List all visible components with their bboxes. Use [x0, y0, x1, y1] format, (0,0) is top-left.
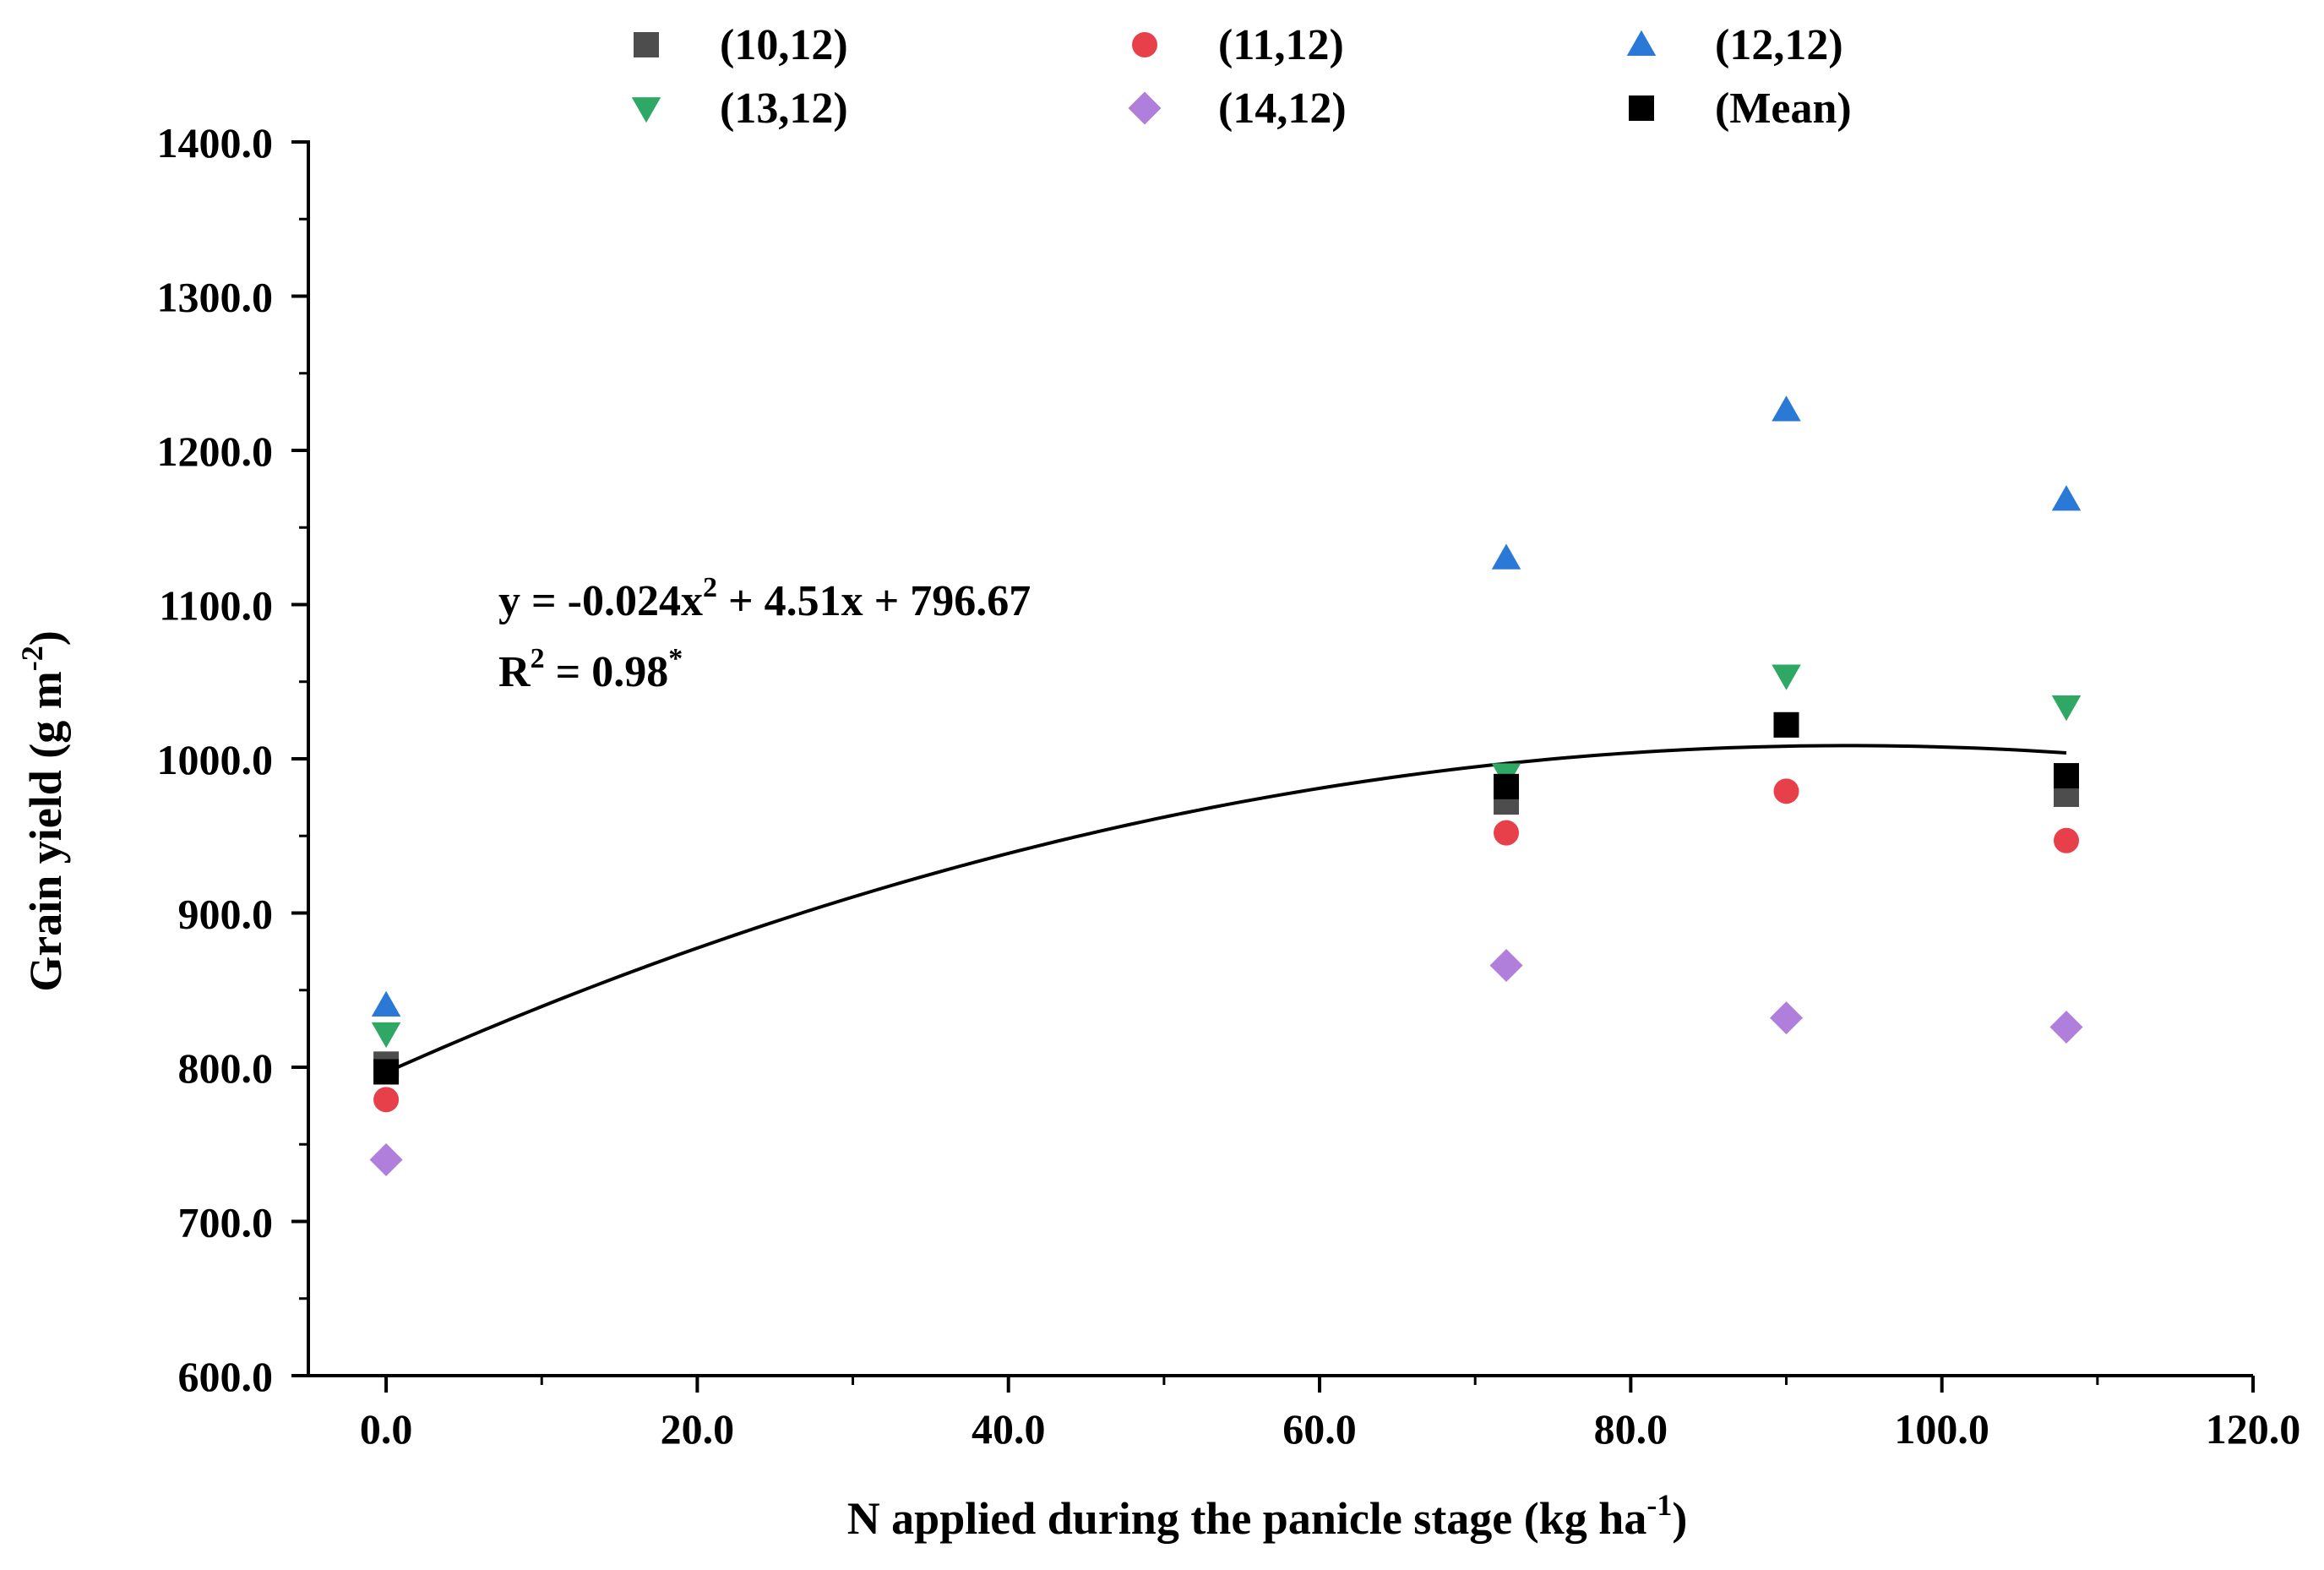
legend-item: (13,12) [631, 84, 848, 133]
data-point [1773, 711, 1799, 738]
data-point [1773, 778, 1799, 804]
legend-label: (12,12) [1715, 21, 1843, 69]
legend-item: (Mean) [1629, 84, 1852, 133]
data-point [2049, 1011, 2083, 1044]
legend-item: (11,12) [1132, 21, 1344, 69]
legend-label: (11,12) [1218, 21, 1344, 69]
data-points [369, 395, 2083, 1176]
axes [307, 140, 2253, 1377]
legend-item: (10,12) [634, 21, 848, 69]
legend-marker [631, 97, 661, 123]
legend-item: (12,12) [1626, 21, 1843, 69]
legend-marker [1629, 95, 1654, 121]
series-6 [373, 711, 2080, 1085]
legend-marker [1132, 32, 1157, 57]
series-1 [373, 711, 2080, 1077]
data-point [2054, 763, 2080, 789]
data-point [1489, 949, 1523, 983]
x-tick-label: 120.0 [2206, 1405, 2301, 1453]
data-point [369, 1143, 403, 1176]
fit-curve [385, 744, 2067, 1074]
data-point [1491, 543, 1521, 570]
series-4 [371, 664, 2082, 1049]
data-point [373, 1087, 400, 1113]
legend-label: (Mean) [1715, 84, 1852, 133]
y-tick-label: 1300.0 [157, 274, 274, 321]
data-point [371, 990, 401, 1017]
x-axis-title: N applied during the panicle stage (kg h… [847, 1488, 1688, 1544]
y-tick-label: 1200.0 [157, 428, 274, 475]
data-point [1494, 820, 1520, 846]
data-point [2051, 695, 2082, 722]
data-point [2054, 827, 2080, 853]
legend-marker [1626, 30, 1657, 56]
legend-marker [634, 32, 659, 57]
data-point [1772, 664, 1801, 690]
equation-text: y = -0.024x2 + 4.51x + 796.67 [498, 572, 1031, 625]
data-point [1772, 395, 1801, 422]
legend-item: (14,12) [1128, 84, 1347, 133]
legend-label: (10,12) [720, 21, 848, 69]
y-tick-label: 800.0 [178, 1044, 274, 1092]
legend-label: (13,12) [720, 84, 848, 133]
series-2 [373, 778, 2080, 1113]
data-point [373, 1059, 400, 1085]
x-tick-label: 80.0 [1594, 1405, 1668, 1453]
data-point [1494, 773, 1520, 799]
r-squared-text: R2 = 0.98* [498, 643, 683, 696]
y-tick-label: 900.0 [178, 891, 274, 938]
x-tick-label: 0.0 [360, 1405, 413, 1453]
y-axis-title: Grain yield (g m-2) [15, 630, 71, 991]
y-tick-label: 600.0 [178, 1353, 274, 1400]
x-tick-label: 100.0 [1894, 1405, 1989, 1453]
data-point [371, 1022, 401, 1049]
x-tick-label: 60.0 [1282, 1405, 1357, 1453]
y-tick-label: 1000.0 [157, 736, 274, 783]
x-tick-label: 20.0 [661, 1405, 735, 1453]
y-tick-label: 1100.0 [159, 582, 273, 630]
legend-label: (14,12) [1218, 84, 1347, 133]
series-5 [369, 949, 2083, 1176]
legend-marker [1128, 91, 1162, 125]
ticks: 0.0 20.0 40.0 60.0 80.0 100.0 120.0 600.0 700.0 8… [157, 119, 2301, 1453]
data-point [1770, 1001, 1804, 1035]
y-tick-label: 700.0 [178, 1199, 274, 1246]
x-tick-label: 40.0 [972, 1405, 1046, 1453]
legend: (10,12) (11,12) (12,12) (13,12) (14,12) (Mean… [631, 21, 1852, 133]
y-tick-label: 1400.0 [157, 119, 274, 166]
data-point [2051, 485, 2082, 511]
series-3 [371, 395, 2082, 1017]
